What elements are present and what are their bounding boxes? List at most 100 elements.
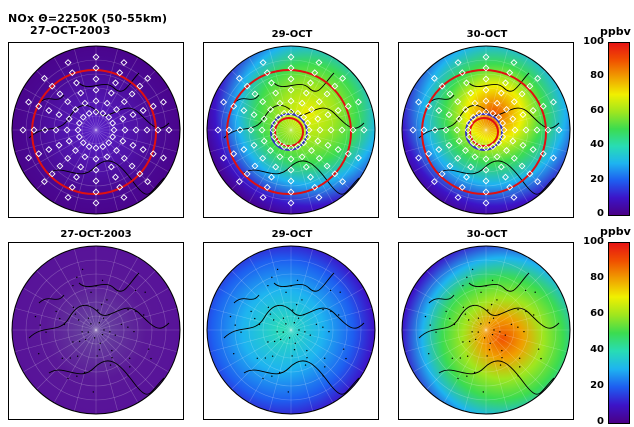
longitude-line [14,329,97,353]
longitude-line [413,129,487,173]
observation-marker [475,143,483,151]
colorbar-bottom-tick-0: 0 [597,416,604,427]
grid-point [292,309,294,311]
latitude-circle [429,73,543,187]
latitude-circle [471,315,501,345]
observation-marker [533,126,541,134]
map-svg-top-1 [11,45,181,215]
grid-point [129,366,131,368]
observation-marker [128,162,136,170]
grid-point [424,315,427,318]
observation-marker [112,173,119,181]
map-svg-bottom-2 [206,245,376,415]
longitude-line [404,107,487,131]
longitude-line [290,329,364,373]
grid-point [72,306,75,309]
grid-point [501,349,503,352]
grid-point [109,364,112,366]
observation-marker [529,107,537,114]
grid-point [142,314,145,316]
observation-marker [149,102,157,110]
observation-marker [510,154,518,162]
longitude-line [413,287,487,331]
longitude-line [209,329,292,353]
grid-point [38,353,40,355]
longitude-line [53,329,97,403]
panel-title-bottom-1: 27-OCT-2003 [60,229,132,240]
grid-point [483,337,486,339]
observation-marker [415,98,423,106]
coastline [468,272,530,292]
longitude-line [95,129,178,153]
observation-marker [471,153,479,161]
grid-point [471,268,474,271]
observation-marker [360,126,368,134]
latitude-circle [53,287,139,373]
observation-marker [506,69,514,77]
observation-marker [119,137,127,145]
figure-title-line2: 27-OCT-2003 [30,24,111,37]
grid-point [453,323,456,326]
grid-point [81,331,83,333]
observation-marker [324,111,332,119]
grid-point [486,355,488,357]
observation-marker [511,126,519,134]
longitude-line [485,307,568,331]
observation-marker [79,113,87,121]
grid-point [120,323,123,326]
observation-marker [220,98,228,106]
grid-point [306,349,308,352]
grid-point [466,355,469,357]
observation-marker [274,113,282,121]
colorbar-bottom-tick-80: 80 [590,272,604,283]
grid-point [101,333,104,336]
observation-marker [107,89,115,97]
observation-marker [280,109,288,117]
observation-marker [72,147,79,154]
grid-point [150,357,152,360]
observation-marker [65,137,73,145]
latitude-circle [248,287,334,373]
map-disc [402,46,570,214]
grid-point [240,331,242,333]
coastline [418,104,560,139]
observation-marker [128,90,136,98]
longitude-line [95,329,156,390]
grid-point [67,377,69,380]
latitude-circle [415,259,557,401]
observation-marker [73,79,80,87]
observation-marker [287,75,295,83]
colorbar-unit-top: ppbv [600,25,631,38]
grid-point [301,299,303,301]
longitude-line [463,48,487,131]
vortex-edge-contour [31,69,157,195]
observation-marker [519,111,527,119]
observation-marker [270,119,278,127]
longitude-line [404,307,487,331]
observation-marker [287,199,295,207]
observation-marker [35,150,43,158]
observation-marker [75,133,83,141]
grid-point [491,333,494,336]
longitude-line [485,329,559,373]
observation-marker [323,90,331,98]
grid-point [84,338,87,341]
observation-marker [446,90,454,98]
longitude-line [443,329,487,403]
observation-marker [92,75,100,83]
panel-title-top-3: 30-OCT [466,29,508,40]
observation-marker [307,79,314,87]
grid-point [488,322,491,324]
grid-point [337,314,340,316]
longitude-line [485,248,509,331]
grid-point [34,315,37,318]
observation-marker [235,178,243,186]
observation-marker [493,153,501,161]
observation-marker [287,177,295,185]
grid-point [61,357,63,359]
observation-marker [260,115,268,123]
grid-point [477,317,480,319]
observation-marker [99,109,107,117]
longitude-line [14,107,97,131]
observation-marker [92,53,100,61]
